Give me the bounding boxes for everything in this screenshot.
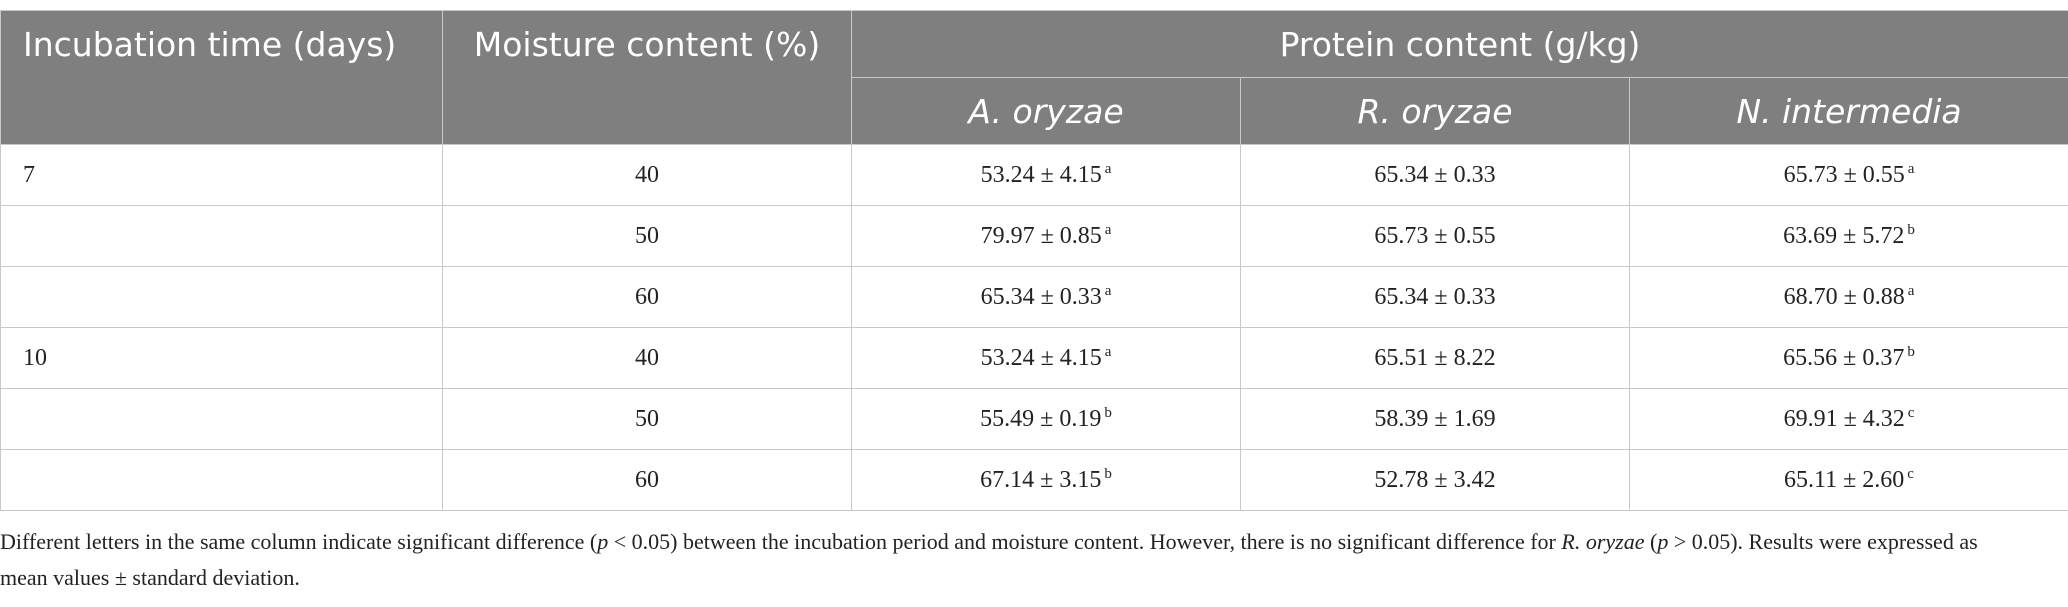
significance-letter: a [1104, 161, 1112, 177]
footnote-text: ( [1644, 529, 1658, 554]
value-cell: 52.78 ± 3.42 [1240, 449, 1630, 511]
value: 79.97 ± 0.85 [980, 223, 1102, 249]
table-row: 60 65.34 ± 0.33 a 65.34 ± 0.33 68.70 ± 0.88 a [0, 266, 2068, 328]
footnote-text: < 0.05) between the incubation period an… [608, 529, 1562, 554]
table-row: 60 67.14 ± 3.15 b 52.78 ± 3.42 65.11 ± 2.60 c [0, 449, 2068, 511]
value-cell: 53.24 ± 4.15 a [851, 144, 1241, 206]
moisture-cell: 40 [442, 327, 852, 389]
significance-letter: c [1907, 405, 1915, 421]
value: 63.69 ± 5.72 [1783, 223, 1905, 249]
value: 55.49 ± 0.19 [980, 406, 1102, 432]
value-cell: 65.34 ± 0.33 a [851, 266, 1241, 328]
table-row: 7 40 53.24 ± 4.15 a 65.34 ± 0.33 65.73 ± 0.55… [0, 144, 2068, 206]
value: 65.56 ± 0.37 [1783, 345, 1905, 371]
value: 58.39 ± 1.69 [1374, 405, 1496, 432]
header-cell: N. intermedia [1629, 77, 2068, 145]
value: 67.14 ± 3.15 [980, 467, 1102, 493]
moisture-cell: 60 [442, 266, 852, 328]
value: 52.78 ± 3.42 [1374, 466, 1496, 493]
moisture-cell: 50 [442, 205, 852, 267]
significance-letter: a [1104, 222, 1112, 238]
value-cell: 53.24 ± 4.15 a [851, 327, 1241, 389]
footnote: Different letters in the same column ind… [0, 524, 2030, 596]
time-cell [0, 449, 443, 511]
value: 65.51 ± 8.22 [1374, 344, 1496, 371]
value-cell: 69.91 ± 4.32 c [1629, 388, 2068, 450]
time-cell [0, 388, 443, 450]
value-cell: 65.34 ± 0.33 [1240, 266, 1630, 328]
value-cell: 65.51 ± 8.22 [1240, 327, 1630, 389]
value-cell: 67.14 ± 3.15 b [851, 449, 1241, 511]
table-row: 10 40 53.24 ± 4.15 a 65.51 ± 8.22 65.56 ± 0.3… [0, 327, 2068, 389]
footnote-text: > 0.05). Results were expressed as mean … [0, 529, 1978, 590]
value: 53.24 ± 4.15 [980, 345, 1102, 371]
value: 65.34 ± 0.33 [980, 284, 1102, 310]
moisture-cell: 40 [442, 144, 852, 206]
value-cell: 65.73 ± 0.55 a [1629, 144, 2068, 206]
value-cell: 63.69 ± 5.72 b [1629, 205, 2068, 267]
header-cell: Protein content (g/kg) [851, 10, 2068, 78]
footnote-text: p [1657, 529, 1669, 554]
value: 65.34 ± 0.33 [1374, 283, 1496, 310]
value: 65.34 ± 0.33 [1374, 161, 1496, 188]
significance-letter: b [1907, 344, 1915, 360]
significance-letter: a [1104, 344, 1112, 360]
significance-letter: b [1104, 405, 1112, 421]
table-row: 50 55.49 ± 0.19 b 58.39 ± 1.69 69.91 ± 4.32 c [0, 388, 2068, 450]
value: 69.91 ± 4.32 [1783, 406, 1905, 432]
header-cell: A. oryzae [851, 77, 1241, 145]
header-cell: R. oryzae [1240, 77, 1630, 145]
significance-letter: a [1907, 161, 1915, 177]
value-cell: 79.97 ± 0.85 a [851, 205, 1241, 267]
value-cell: 68.70 ± 0.88 a [1629, 266, 2068, 328]
moisture-cell: 50 [442, 388, 852, 450]
time-cell [0, 205, 443, 267]
significance-letter: a [1104, 283, 1112, 299]
value-cell: 55.49 ± 0.19 b [851, 388, 1241, 450]
protein-table: Incubation time (days) Moisture content … [0, 10, 2068, 511]
footnote-text: R. oryzae [1561, 529, 1645, 554]
significance-letter: b [1104, 466, 1112, 482]
value-cell: 65.56 ± 0.37 b [1629, 327, 2068, 389]
value: 53.24 ± 4.15 [980, 162, 1102, 188]
significance-letter: a [1907, 283, 1915, 299]
header-cell: Incubation time (days) [0, 10, 443, 145]
time-cell [0, 266, 443, 328]
footnote-text: Different letters in the same column ind… [0, 529, 598, 554]
value-cell: 65.11 ± 2.60 c [1629, 449, 2068, 511]
value: 65.11 ± 2.60 [1784, 467, 1905, 493]
value: 65.73 ± 0.55 [1783, 162, 1905, 188]
value-cell: 65.73 ± 0.55 [1240, 205, 1630, 267]
header-cell: Moisture content (%) [442, 10, 852, 145]
footnote-text: p [597, 529, 609, 554]
moisture-cell: 60 [442, 449, 852, 511]
value-cell: 58.39 ± 1.69 [1240, 388, 1630, 450]
table-row: 50 79.97 ± 0.85 a 65.73 ± 0.55 63.69 ± 5.72 b [0, 205, 2068, 267]
significance-letter: b [1907, 222, 1915, 238]
time-cell: 7 [0, 144, 443, 206]
value-cell: 65.34 ± 0.33 [1240, 144, 1630, 206]
time-cell: 10 [0, 327, 443, 389]
value: 65.73 ± 0.55 [1374, 222, 1496, 249]
value: 68.70 ± 0.88 [1783, 284, 1905, 310]
significance-letter: c [1907, 466, 1914, 482]
